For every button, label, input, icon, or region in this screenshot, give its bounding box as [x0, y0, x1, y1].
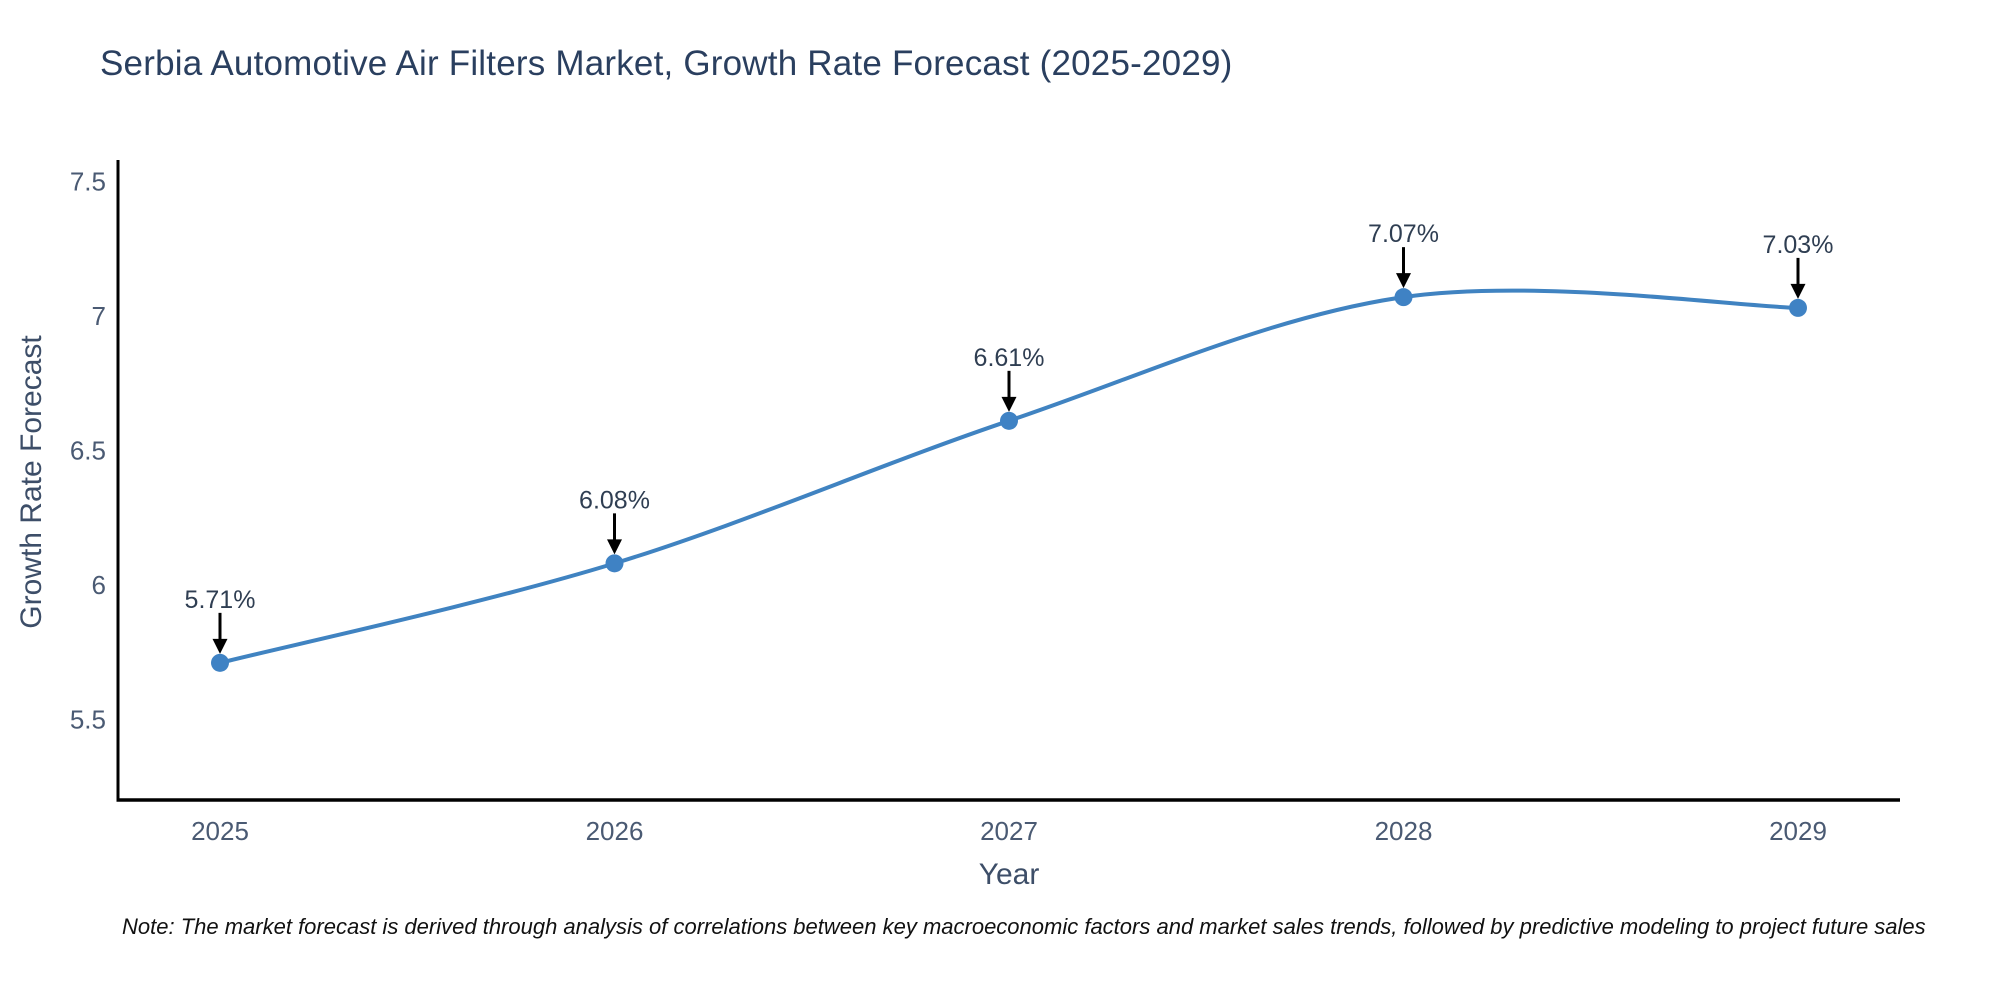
y-tick-label: 6.5: [70, 435, 106, 465]
data-point-label: 6.08%: [579, 486, 650, 514]
x-tick-label: 2028: [1375, 816, 1433, 846]
data-point-marker: [211, 653, 229, 672]
annotation-arrowhead: [1790, 283, 1806, 299]
x-tick-label: 2025: [191, 816, 249, 846]
footnote: Note: The market forecast is derived thr…: [122, 914, 1926, 939]
x-tick-label: 2029: [1769, 816, 1827, 846]
x-tick-label: 2027: [980, 816, 1038, 846]
y-tick-label: 6: [92, 570, 106, 600]
x-tick-label: 2026: [586, 816, 644, 846]
data-point-label: 6.61%: [974, 344, 1045, 372]
annotation-arrowhead: [607, 539, 622, 555]
data-point-marker: [605, 554, 624, 573]
y-tick-label: 7.5: [70, 167, 106, 197]
chart-title: Serbia Automotive Air Filters Market, Gr…: [100, 44, 1233, 83]
x-axis-title: Year: [978, 858, 1040, 891]
y-tick-label: 7: [92, 301, 106, 331]
annotation-arrowhead: [212, 638, 228, 654]
data-point-marker: [1000, 411, 1018, 430]
data-point-label: 5.71%: [185, 586, 256, 614]
y-tick-label: 5.5: [70, 704, 106, 734]
data-point-label: 7.07%: [1368, 220, 1439, 248]
data-point-marker: [1789, 298, 1807, 317]
annotation-arrowhead: [1396, 273, 1411, 289]
data-point-label: 7.03%: [1763, 231, 1834, 259]
annotation-arrowhead: [1001, 396, 1017, 412]
data-point-marker: [1394, 288, 1413, 307]
